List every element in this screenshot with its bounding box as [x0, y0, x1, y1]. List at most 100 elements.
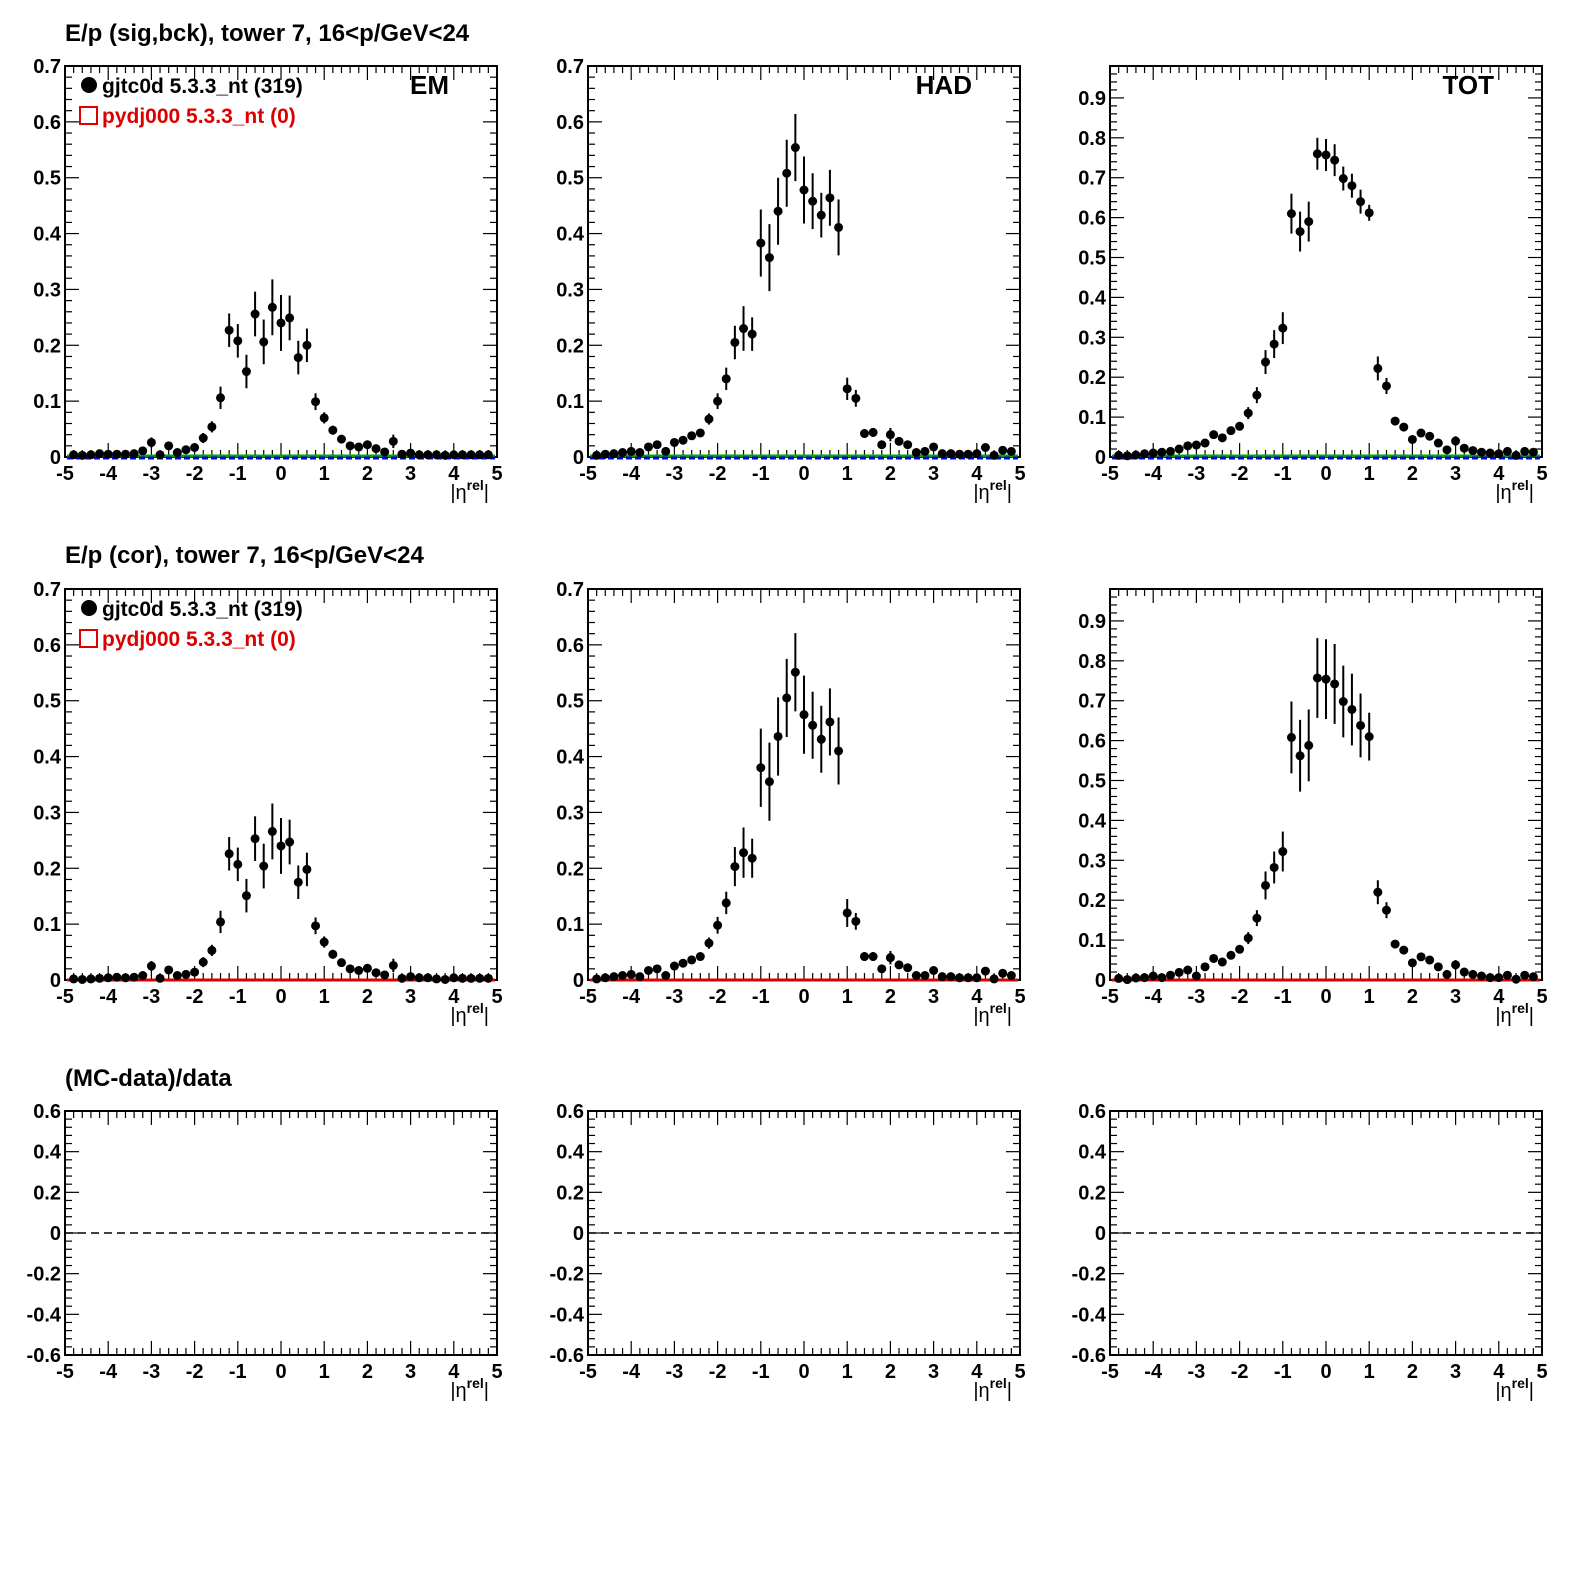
y-tick-label: -0.4	[1072, 1304, 1107, 1326]
data-point	[1451, 960, 1461, 970]
data-point	[440, 974, 450, 984]
x-axis-label: |ηrel|	[973, 1375, 1012, 1402]
x-tick-label: 1	[842, 463, 853, 485]
data-point	[432, 974, 442, 984]
data-point	[1312, 673, 1322, 683]
data-point	[475, 450, 485, 460]
x-axis-label: |ηrel|	[1495, 1000, 1534, 1027]
x-tick-label: 3	[1450, 463, 1461, 485]
data-point	[302, 864, 312, 874]
y-tick-label: 0.4	[33, 224, 62, 246]
data-point	[1122, 975, 1132, 985]
data-point	[1191, 971, 1201, 981]
data-point	[1286, 209, 1296, 219]
data-point	[1304, 740, 1314, 750]
data-point	[1338, 174, 1348, 184]
panel-tag: EM	[410, 70, 449, 100]
data-point	[1174, 444, 1184, 454]
data-point	[293, 877, 303, 887]
y-tick-label: 0	[1095, 447, 1106, 469]
data-point	[475, 973, 485, 983]
data-point	[216, 917, 226, 927]
data-point	[903, 440, 913, 450]
data-point	[397, 449, 407, 459]
y-tick-label: 0.7	[556, 56, 584, 78]
data-point	[894, 960, 904, 970]
x-tick-label: 4	[1493, 463, 1505, 485]
data-point	[669, 437, 679, 447]
data-point	[825, 193, 835, 203]
data-point	[1338, 697, 1348, 707]
data-point	[1131, 973, 1141, 983]
x-tick-label: 0	[1320, 463, 1331, 485]
data-point	[739, 848, 749, 858]
data-point	[747, 853, 757, 863]
data-point	[834, 222, 844, 232]
x-axis-label: |ηrel|	[973, 1000, 1012, 1027]
data-point	[816, 734, 826, 744]
y-tick-label: 0.2	[1078, 367, 1106, 389]
data-point	[328, 425, 338, 435]
x-tick-label: 1	[319, 1361, 330, 1383]
data-point	[250, 309, 260, 319]
x-tick-label: 2	[362, 986, 373, 1008]
data-point	[937, 972, 947, 982]
y-tick-label: 0.6	[33, 635, 61, 657]
x-tick-label: 0	[275, 1361, 286, 1383]
x-tick-label: 3	[1450, 1361, 1461, 1383]
x-tick-label: 4	[1493, 986, 1505, 1008]
y-tick-label: 0.4	[1078, 287, 1107, 309]
data-point	[1520, 446, 1530, 456]
y-tick-label: 0.2	[33, 858, 61, 880]
x-tick-label: -5	[579, 1361, 597, 1383]
data-point	[859, 952, 869, 962]
data-point	[695, 952, 705, 962]
data-point	[380, 970, 390, 980]
data-point	[241, 891, 251, 901]
x-tick-label: -1	[1274, 463, 1292, 485]
legend-data-label: gjtc0d 5.3.3_nt (319)	[102, 75, 303, 98]
x-axis-label: |ηrel|	[450, 1000, 489, 1027]
data-point	[1433, 962, 1443, 972]
data-point	[432, 450, 442, 460]
data-point	[1407, 434, 1417, 444]
data-point	[635, 972, 645, 982]
legend-data-marker	[81, 600, 97, 616]
x-tick-label: -2	[186, 463, 204, 485]
y-tick-label: 0.4	[33, 747, 62, 769]
data-point	[1304, 217, 1314, 227]
x-tick-label: 0	[798, 1361, 809, 1383]
data-point	[868, 952, 878, 962]
x-tick-label: 0	[1320, 986, 1331, 1008]
y-tick-label: 0.4	[1078, 810, 1107, 832]
data-point	[319, 937, 329, 947]
x-tick-label: 4	[1493, 1361, 1505, 1383]
data-point	[946, 449, 956, 459]
data-point	[851, 393, 861, 403]
data-point	[1520, 970, 1530, 980]
data-point	[336, 958, 346, 968]
y-tick-label: 0.6	[556, 1101, 584, 1123]
y-tick-label: 0	[50, 447, 61, 469]
y-tick-label: 0.2	[33, 335, 61, 357]
y-tick-label: 0.8	[1078, 651, 1106, 673]
x-tick-label: 3	[405, 986, 416, 1008]
y-tick-label: 0	[573, 1223, 584, 1245]
data-point	[181, 445, 191, 455]
data-point	[1295, 751, 1305, 761]
x-tick-label: 4	[971, 463, 983, 485]
data-point	[172, 448, 182, 458]
y-tick-label: 0.4	[556, 1142, 585, 1164]
data-point	[233, 859, 243, 869]
y-tick-label: 0.7	[1078, 168, 1106, 190]
data-point	[877, 964, 887, 974]
y-tick-label: 0.5	[1078, 771, 1106, 793]
data-point	[1356, 720, 1366, 730]
data-point	[241, 367, 251, 377]
legend-mc-label: pydj000 5.3.3_nt (0)	[102, 628, 296, 651]
y-tick-label: 0.1	[1078, 930, 1106, 952]
data-point	[643, 442, 653, 452]
y-tick-label: 0.5	[556, 168, 584, 190]
data-point	[414, 973, 424, 983]
